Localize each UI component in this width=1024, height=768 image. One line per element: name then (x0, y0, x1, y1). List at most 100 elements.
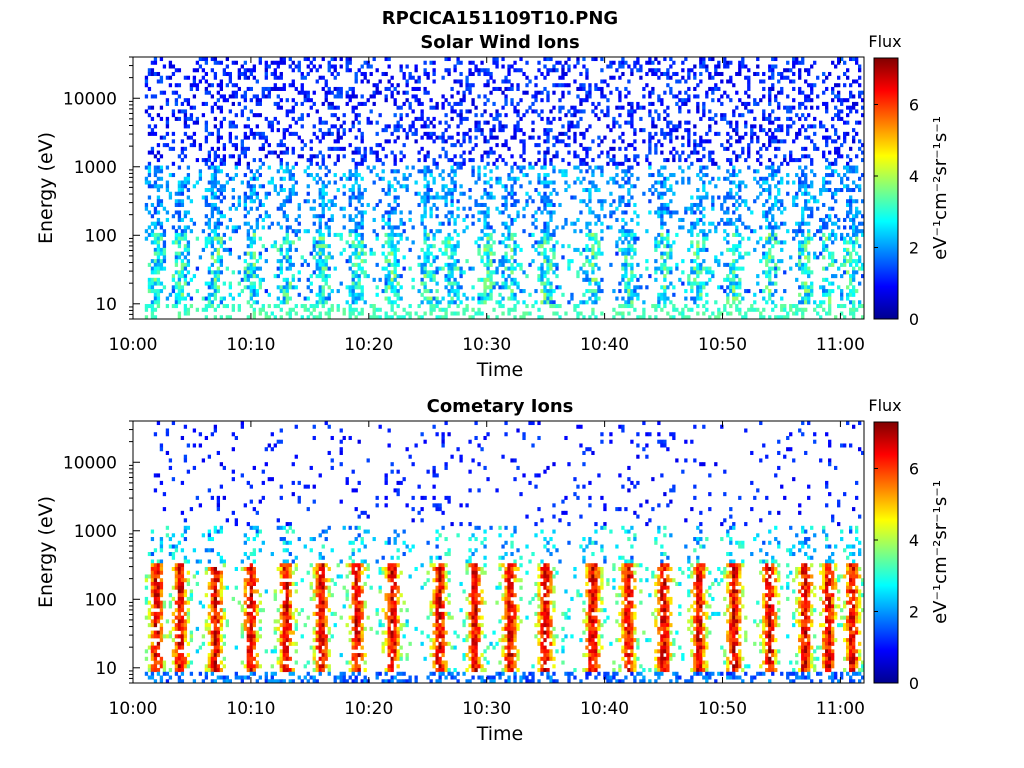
spectrogram-cell (393, 139, 397, 144)
spectrogram-cell (384, 124, 388, 129)
spectrogram-cell (366, 202, 370, 208)
spectrogram-cell (204, 244, 209, 249)
spectrogram-cell (453, 292, 457, 297)
spectrogram-cell (585, 68, 589, 73)
spectrogram-cell (186, 247, 191, 252)
spectrogram-cell (498, 240, 502, 245)
spectrogram-cell (807, 94, 811, 99)
spectrogram-cell (723, 57, 727, 62)
spectrogram-cell (420, 281, 424, 286)
spectrogram-cell (612, 176, 616, 181)
spectrogram-cell (450, 143, 454, 148)
spectrogram-cell (396, 169, 400, 174)
spectrogram-cell (519, 262, 523, 267)
spectrogram-cell (801, 262, 805, 267)
spectrogram-cell (174, 68, 179, 73)
spectrogram-cell (456, 292, 460, 297)
spectrogram-cell (792, 60, 796, 65)
spectrogram-cell (201, 113, 206, 118)
spectrogram-cell (678, 154, 682, 159)
spectrogram-cell (258, 60, 262, 65)
spectrogram-cell (804, 105, 808, 110)
spectrogram-cell (375, 315, 379, 320)
spectrogram-cell (264, 195, 268, 200)
spectrogram-cell (675, 307, 679, 312)
spectrogram-cell (795, 311, 799, 316)
spectrogram-cell (348, 311, 352, 316)
spectrogram-cell (330, 64, 334, 69)
spectrogram-cell (801, 251, 805, 256)
spectrogram-cell (321, 244, 325, 249)
spectrogram-cell (450, 251, 454, 256)
spectrogram-cell (504, 266, 508, 271)
spectrogram-cell (246, 210, 250, 215)
spectrogram-cell (789, 266, 793, 271)
spectrogram-cell (285, 277, 289, 282)
spectrogram-cell (297, 64, 301, 69)
spectrogram-cell (594, 300, 598, 305)
spectrogram-cell (771, 236, 775, 241)
spectrogram-cell (753, 98, 757, 103)
spectrogram-cell (486, 83, 490, 88)
spectrogram-cell (504, 199, 508, 204)
spectrogram-cell (543, 281, 547, 286)
spectrogram-cell (423, 255, 427, 260)
spectrogram-cell (396, 105, 400, 110)
spectrogram-cell (156, 150, 161, 155)
spectrogram-cell (717, 71, 721, 77)
spectrogram-cell (420, 217, 424, 222)
spectrogram-cell (279, 270, 283, 275)
spectrogram-cell (627, 180, 631, 185)
spectrogram-cell (543, 191, 547, 196)
spectrogram-cell (543, 184, 547, 189)
spectrogram-cell (339, 90, 343, 95)
spectrogram-cell (732, 266, 736, 271)
spectrogram-cell (387, 285, 391, 290)
spectrogram-cell (543, 255, 547, 260)
spectrogram-cell (408, 217, 412, 222)
spectrogram-cell (468, 150, 472, 155)
spectrogram-cell (822, 232, 826, 237)
spectrogram-cell (252, 191, 256, 196)
spectrogram-cell (759, 98, 763, 103)
spectrogram-cell (552, 116, 556, 121)
spectrogram-cell (345, 94, 349, 99)
spectrogram-cell (300, 101, 304, 106)
spectrogram-cell (543, 180, 547, 185)
spectrogram-cell (711, 202, 715, 208)
spectrogram-cell (240, 71, 244, 77)
spectrogram-cell (762, 296, 766, 301)
spectrogram-cell (327, 296, 331, 301)
spectrogram-cell (582, 270, 586, 275)
spectrogram-cell (816, 311, 820, 316)
spectrogram-cell (627, 90, 631, 95)
spectrogram-cell (258, 311, 262, 316)
spectrogram-cell (396, 281, 400, 286)
spectrogram-cell (486, 296, 490, 301)
spectrogram-cell (687, 86, 691, 91)
spectrogram-cell (423, 206, 427, 211)
spectrogram-cell (768, 75, 772, 80)
spectrogram-cell (450, 188, 454, 193)
spectrogram-cell (249, 86, 253, 91)
spectrogram-cell (453, 101, 457, 106)
spectrogram-cell (357, 128, 361, 133)
spectrogram-cell (177, 296, 182, 301)
spectrogram-cell (756, 180, 760, 185)
spectrogram-cell (285, 281, 289, 286)
spectrogram-cell (408, 210, 412, 215)
spectrogram-cell (771, 161, 775, 166)
spectrogram-cell (282, 128, 286, 133)
spectrogram-cell (153, 315, 158, 320)
spectrogram-cell (681, 75, 685, 80)
spectrogram-cell (720, 206, 724, 211)
spectrogram-cell (651, 124, 655, 129)
spectrogram-cell (627, 277, 631, 282)
spectrogram-cell (639, 128, 643, 133)
spectrogram-cell (420, 109, 424, 114)
spectrogram-cell (288, 311, 292, 316)
spectrogram-cell (477, 247, 481, 252)
spectrogram-cell (294, 180, 298, 185)
spectrogram-cell (492, 57, 496, 62)
spectrogram-cell (216, 154, 221, 159)
